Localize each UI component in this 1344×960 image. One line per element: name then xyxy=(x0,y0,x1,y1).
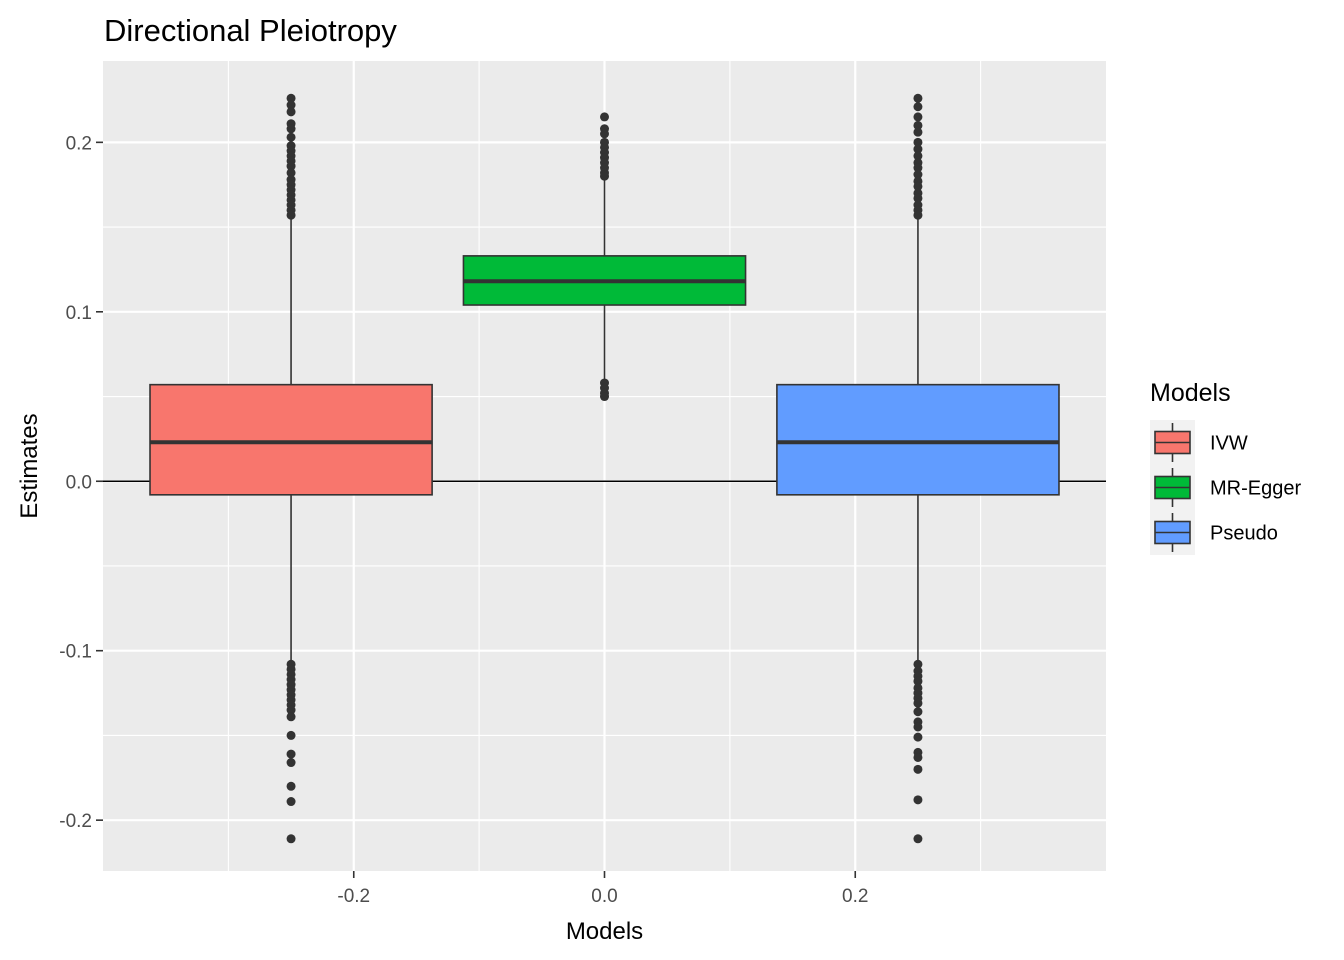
legend-label: IVW xyxy=(1210,433,1248,455)
chart-title: Directional Pleiotropy xyxy=(104,13,397,48)
outlier-point xyxy=(286,161,296,171)
outlier-point xyxy=(913,698,923,708)
outlier-point xyxy=(913,112,923,122)
x-tick-label: 0.2 xyxy=(842,886,868,907)
y-axis-ticks: -0.2 -0.1 0.0 0.1 0.2 xyxy=(59,133,103,832)
y-axis-title: Estimates xyxy=(16,413,43,518)
legend: Models IVW MR-Egger Pseudo xyxy=(1150,379,1301,555)
outlier-point xyxy=(286,758,296,768)
y-tick-label: 0.1 xyxy=(66,303,92,324)
outlier-point xyxy=(913,722,923,732)
outlier-point xyxy=(913,137,923,147)
outlier-point xyxy=(286,834,296,844)
x-axis-ticks: -0.2 0.0 0.2 xyxy=(337,871,868,907)
box-ivw xyxy=(149,93,433,844)
iqr-box xyxy=(776,383,1060,496)
legend-item-pseudo: Pseudo xyxy=(1150,510,1278,555)
y-tick-label: 0.0 xyxy=(66,472,92,493)
outlier-point xyxy=(286,124,296,134)
outlier-point xyxy=(913,93,923,103)
x-axis-title: Models xyxy=(566,918,643,945)
legend-item-ivw: IVW xyxy=(1150,420,1248,465)
outlier-point xyxy=(913,193,923,203)
outlier-point xyxy=(286,749,296,759)
outlier-point xyxy=(600,129,609,139)
x-tick-label: 0.0 xyxy=(591,886,617,907)
outlier-point xyxy=(286,168,296,178)
outlier-point xyxy=(286,781,296,791)
iqr-box xyxy=(149,383,433,496)
legend-item-mr-egger: MR-Egger xyxy=(1150,465,1301,510)
y-tick-label: -0.1 xyxy=(59,642,92,663)
outlier-point xyxy=(913,752,923,762)
outlier-point xyxy=(913,676,923,686)
outlier-point xyxy=(913,210,923,220)
outlier-point xyxy=(286,712,296,722)
outlier-point xyxy=(913,181,923,191)
outlier-point xyxy=(913,764,923,774)
outlier-point xyxy=(913,163,923,173)
box-pseudo xyxy=(776,93,1060,844)
outlier-point xyxy=(286,93,296,103)
outlier-point xyxy=(286,730,296,740)
y-tick-label: 0.2 xyxy=(66,133,92,154)
outlier-point xyxy=(913,795,923,805)
outlier-point xyxy=(913,707,923,717)
outlier-point xyxy=(286,705,296,715)
outlier-point xyxy=(600,171,609,181)
outlier-point xyxy=(913,144,923,154)
x-tick-label: -0.2 xyxy=(337,886,370,907)
y-tick-label: -0.2 xyxy=(59,811,92,832)
outlier-point xyxy=(286,107,296,117)
box-series xyxy=(149,93,1060,844)
outlier-point xyxy=(913,170,923,180)
outlier-point xyxy=(913,120,923,130)
outlier-point xyxy=(286,132,296,142)
outlier-point xyxy=(286,210,296,220)
outlier-point xyxy=(600,392,609,402)
legend-label: MR-Egger xyxy=(1210,478,1301,500)
outlier-point xyxy=(286,100,296,110)
outlier-point xyxy=(286,797,296,807)
legend-title: Models xyxy=(1150,379,1231,407)
outlier-point xyxy=(913,151,923,161)
outlier-point xyxy=(913,659,923,669)
outlier-point xyxy=(913,732,923,742)
outlier-point xyxy=(600,112,609,122)
legend-items: IVW MR-Egger Pseudo xyxy=(1150,420,1301,555)
outlier-point xyxy=(913,834,923,844)
box-mr-egger xyxy=(462,112,747,402)
outlier-point xyxy=(913,127,923,137)
legend-label: Pseudo xyxy=(1210,523,1278,545)
outlier-point xyxy=(913,102,923,112)
